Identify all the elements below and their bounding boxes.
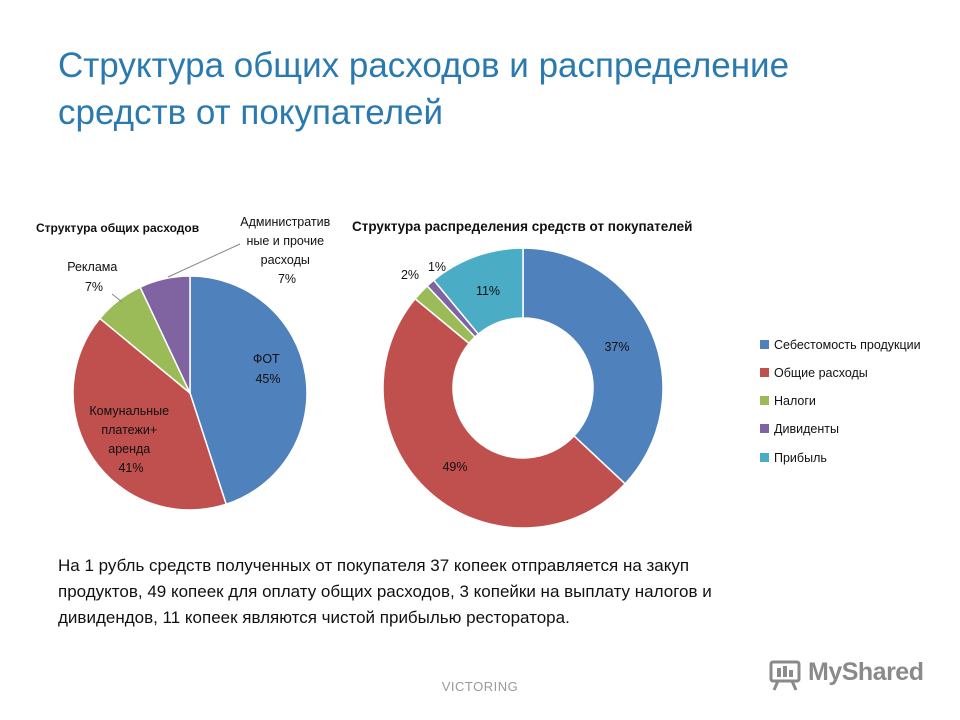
- doughnut-chart-title: Структура распределения средств от покуп…: [352, 219, 692, 234]
- slide-title: Структура общих расходов и распределение…: [58, 46, 790, 132]
- pie-label-fot: ФОТ 45%: [253, 352, 283, 386]
- donut-label-dividends: 1%: [428, 260, 446, 274]
- legend-label-dividends: Дивиденты: [774, 422, 839, 436]
- pie-chart-general-expenses: Структура общих расходов ФОТ 45% Комунал…: [36, 215, 334, 511]
- myshared-logo: MyShared: [768, 656, 938, 696]
- pie-label-utilities-line2: платежи+: [101, 423, 157, 437]
- pie-label-utilities-line1: Комунальные: [89, 404, 169, 418]
- pie-label-fot-value: 45%: [255, 372, 280, 386]
- pie-label-utilities-value: 41%: [118, 461, 143, 475]
- doughnut-legend: Себестомость продукции Общие расходы Нал…: [760, 338, 921, 465]
- pie-label-utilities-line3: аренда: [108, 442, 150, 456]
- legend-swatch-expenses: [760, 368, 769, 377]
- pie-slice-2: [72, 317, 228, 511]
- donut-slice-2: [382, 297, 627, 529]
- pie-label-admin-line3: расходы: [261, 253, 310, 267]
- donut-slice-1: [522, 247, 664, 485]
- legend-label-taxes: Налоги: [774, 394, 816, 408]
- presentation-board-icon: [769, 660, 801, 691]
- legend-label-expenses: Общие расходы: [774, 366, 868, 380]
- pie-label-admin-line1: Административ: [240, 215, 330, 229]
- charts-area: Структура общих расходов ФОТ 45% Комунал…: [36, 215, 921, 529]
- pie-label-admin-line2: ные и прочие: [246, 234, 324, 248]
- pie-slice-1: [189, 275, 308, 506]
- legend-swatch-dividends: [760, 424, 769, 433]
- pie-label-ads-name: Реклама: [67, 260, 117, 274]
- legend-label-profit: Прибыль: [774, 451, 827, 465]
- pie-label-ads-value: 7%: [85, 280, 103, 294]
- legend-label-cost: Себестомость продукции: [774, 338, 921, 352]
- pie-chart-title: Структура общих расходов: [36, 221, 199, 235]
- pie-label-ads: Реклама 7%: [67, 260, 121, 294]
- legend-swatch-cost: [760, 340, 769, 349]
- legend-swatch-taxes: [760, 396, 769, 405]
- slide-caption: На 1 рубль средств полученных от покупат…: [58, 556, 712, 627]
- donut-label-profit: 11%: [476, 284, 500, 298]
- donut-label-taxes: 2%: [401, 268, 419, 282]
- legend-swatch-profit: [760, 453, 769, 462]
- donut-label-expenses: 49%: [442, 460, 467, 474]
- leader-line-admin: [167, 243, 241, 278]
- pie-label-admin: Административ ные и прочие расходы 7%: [240, 215, 334, 286]
- pie-label-utilities: Комунальные платежи+ аренда 41%: [89, 404, 172, 475]
- logo-text: MyShared: [808, 658, 924, 686]
- pie-slice-4: [139, 275, 191, 394]
- pie-label-fot-name: ФОТ: [253, 352, 280, 366]
- pie-label-admin-value: 7%: [278, 272, 296, 286]
- donut-slice-5: [432, 247, 524, 336]
- doughnut-chart-customer-funds: Структура распределения средств от покуп…: [352, 219, 921, 529]
- leader-line-ads: [111, 293, 123, 303]
- donut-label-cost: 37%: [604, 340, 629, 354]
- footer-text: VICTORING: [441, 679, 519, 694]
